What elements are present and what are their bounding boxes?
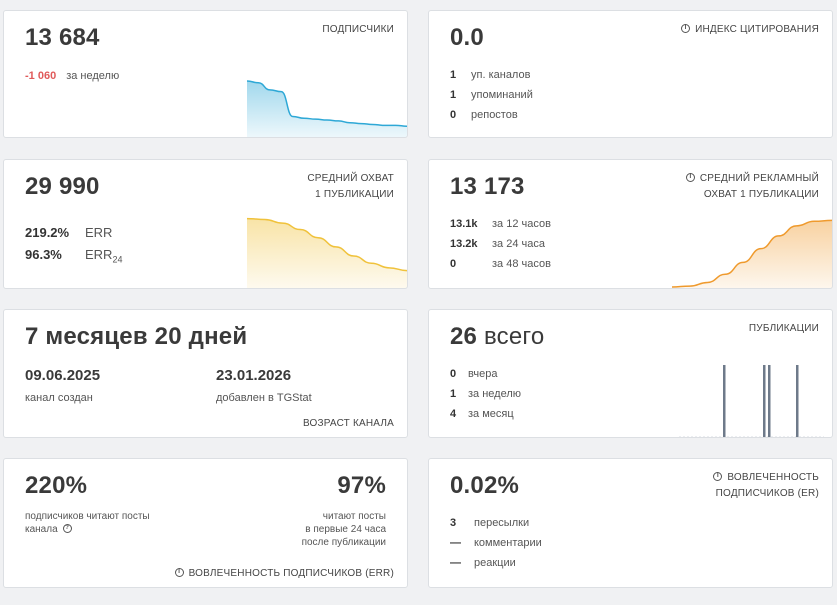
ad-reach-row-1: 13.1k за 12 часов [450,218,551,230]
created-label: канал создан [25,392,93,404]
info-icon[interactable]: i [685,172,695,182]
engagement-left-label: подписчиков читают посты канала? [25,511,150,535]
publications-chart [679,365,824,437]
publications-value: 26 [450,323,478,350]
subscribers-delta: -1 060 [25,70,57,82]
engagement-caption: i ВОВЛЕЧЕННОСТЬ ПОДПИСЧИКОВ (ERR) [174,566,394,582]
avg-reach-chart [247,217,407,288]
publications-row-2: 1 за неделю [450,388,522,400]
added-date: 23.01.2026 [216,367,292,384]
citation-caption-wrap: i ИНДЕКС ЦИТИРОВАНИЯ [681,22,819,38]
publication-bar [796,365,799,437]
subscribers-caption: ПОДПИСЧИКИ [322,24,394,35]
created-date: 09.06.2025 [25,367,101,384]
channel-age-card: 7 месяцев 20 дней 09.06.2025 канал созда… [3,309,408,438]
citation-value: 0.0 [450,24,484,51]
publication-bar [723,365,726,437]
engagement-left-value: 220% [25,472,88,499]
info-icon[interactable]: i [174,567,184,577]
subscribers-chart-line [247,80,407,127]
err24-row: 96.3% ERR24 [25,247,123,265]
citation-row-1: 1 уп. каналов [450,69,531,81]
info-icon[interactable]: i [713,471,723,481]
publication-bar [763,365,766,437]
ad-reach-value: 13 173 [450,173,525,200]
engagement-card: 220% подписчиков читают посты канала? 97… [3,458,408,588]
avg-reach-value: 29 990 [25,173,100,200]
engagement-er-card: 0.02% i ВОВЛЕЧЕННОСТЬ ПОДПИСЧИКОВ (ER) 3п… [428,458,833,588]
help-icon[interactable]: ? [62,523,72,533]
publications-row-1: 0 вчера [450,368,498,380]
citation-caption: ИНДЕКС ЦИТИРОВАНИЯ [695,24,819,35]
engagement-er-value: 0.02% [450,472,520,499]
ad-reach-row-3: 0 за 48 часов [450,258,551,270]
ad-reach-chart-line [672,219,832,288]
ad-reach-chart [672,219,832,288]
publications-row-3: 4 за месяц [450,408,514,420]
engagement-er-caption: i ВОВЛЕЧЕННОСТЬ ПОДПИСЧИКОВ (ER) [713,470,819,502]
subscribers-card: 13 684 ПОДПИСЧИКИ -1 060 за неделю [3,10,408,138]
subscribers-delta-label: за неделю [66,70,120,82]
engagement-er-row-2: — комментарии [450,537,542,549]
info-icon[interactable]: i [681,23,691,33]
subscribers-delta-row: -1 060 за неделю [25,66,119,86]
engagement-right-label: читают посты в первые 24 часа после публ… [301,511,386,548]
engagement-er-row-3: — реакции [450,557,516,569]
ad-reach-caption: i СРЕДНИЙ РЕКЛАМНЫЙ ОХВАТ 1 ПУБЛИКАЦИИ [685,171,819,203]
err-row: 219.2% ERR [25,225,113,240]
ad-reach-chart-area [672,220,832,288]
avg-reach-caption: СРЕДНИЙ ОХВАТ 1 ПУБЛИКАЦИИ [307,173,394,200]
subscribers-chart-area [247,80,407,137]
ad-reach-row-2: 13.2k за 24 часа [450,238,545,250]
channel-age-caption: ВОЗРАСТ КАНАЛА [302,418,394,429]
publications-caption: ПУБЛИКАЦИИ [748,323,819,334]
avg-reach-chart-line [247,217,407,272]
subscribers-value: 13 684 [25,24,100,51]
engagement-er-row-1: 3 пересылки [450,517,530,529]
engagement-right-value: 97% [337,472,386,499]
channel-age-value: 7 месяцев 20 дней [25,323,248,350]
subscribers-chart [247,80,407,137]
citation-card: 0.0 i ИНДЕКС ЦИТИРОВАНИЯ 1 уп. каналов 1 уп… [428,10,833,138]
publications-value-label: всего [483,323,545,350]
avg-reach-card: 29 990 СРЕДНИЙ ОХВАТ 1 ПУБЛИКАЦИИ 219.2% E… [3,159,408,289]
citation-row-3: 0 репостов [450,109,518,121]
ad-reach-card: 13 173 i СРЕДНИЙ РЕКЛАМНЫЙ ОХВАТ 1 ПУБЛИК… [428,159,833,289]
publications-value-wrap: 26 всего [450,323,544,351]
citation-row-2: 1 упоминаний [450,89,533,101]
publication-bar [768,365,771,437]
added-label: добавлен в TGStat [216,392,312,404]
avg-reach-chart-area [247,218,407,288]
